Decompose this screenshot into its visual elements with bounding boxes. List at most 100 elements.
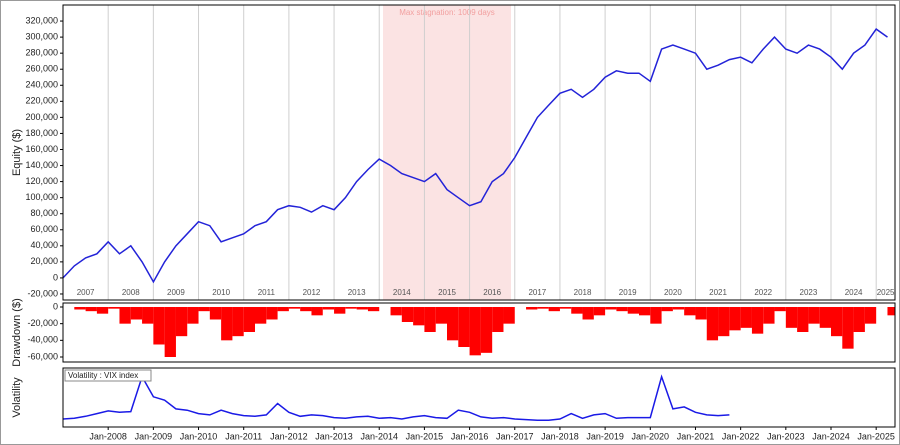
drawdown-bar xyxy=(108,307,120,309)
drawdown-bar xyxy=(96,307,109,314)
x-tick-label: Jan-2016 xyxy=(451,431,489,441)
panel-frame xyxy=(62,302,896,363)
drawdown-bar xyxy=(198,307,210,312)
y-tick-label: 140,000 xyxy=(25,160,58,170)
y-tick-label: 120,000 xyxy=(25,176,58,186)
x-tick-label: 2009 xyxy=(167,288,185,297)
drawdown-bar xyxy=(221,307,233,341)
drawdown-bar xyxy=(142,307,154,324)
x-tick-label: 2012 xyxy=(303,288,321,297)
drawdown-bar xyxy=(311,307,323,316)
drawdown-bar xyxy=(650,307,662,324)
x-tick-label: Jan-2013 xyxy=(315,431,353,441)
x-tick-label: 2018 xyxy=(574,288,592,297)
x-tick-label: 2024 xyxy=(845,288,863,297)
drawdown-bar xyxy=(797,307,809,332)
x-tick-label: Jan-2010 xyxy=(180,431,218,441)
drawdown-bar xyxy=(684,307,696,316)
stagnation-label: Max stagnation: 1009 days xyxy=(399,8,495,17)
drawdown-bar xyxy=(74,307,86,310)
x-tick-label: Jan-2018 xyxy=(541,431,579,441)
y-tick-label: 80,000 xyxy=(30,208,58,218)
drawdown-bar xyxy=(175,307,188,337)
drawdown-bar xyxy=(763,307,775,324)
x-tick-label: 2008 xyxy=(122,288,140,297)
legend-box xyxy=(64,369,152,382)
drawdown-bar xyxy=(571,307,583,314)
x-tick-label: Jan-2025 xyxy=(857,431,895,441)
x-tick-label: 2011 xyxy=(258,288,276,297)
drawdown-bar xyxy=(616,307,628,312)
drawdown-bar xyxy=(842,307,854,349)
drawdown-bar xyxy=(672,307,685,310)
drawdown-bar xyxy=(593,307,606,316)
drawdown-bar xyxy=(277,307,289,312)
y-tick-label: 100,000 xyxy=(25,192,58,202)
drawdown-bar xyxy=(300,307,312,312)
drawdown-bar xyxy=(153,307,165,345)
drawdown-bar xyxy=(209,307,222,320)
x-tick-label: 2015 xyxy=(438,288,456,297)
drawdown-bar xyxy=(526,307,538,310)
y-tick-label: 20,000 xyxy=(30,256,58,266)
x-tick-label: 2025 xyxy=(877,288,895,297)
drawdown-bar xyxy=(774,307,786,312)
y-tick-label: 300,000 xyxy=(25,31,58,41)
x-tick-label: 2007 xyxy=(77,288,95,297)
drawdown-bar xyxy=(367,307,380,312)
y-tick-label: -60,000 xyxy=(27,351,58,361)
y-axis-label: Equity ($) xyxy=(11,129,23,176)
y-tick-label: 40,000 xyxy=(30,240,58,250)
drawdown-bar xyxy=(447,307,459,341)
drawdown-bar xyxy=(627,307,639,314)
panel-background xyxy=(63,368,895,427)
drawdown-bar xyxy=(729,307,741,331)
x-tick-label: 2013 xyxy=(348,288,366,297)
drawdown-bar xyxy=(785,307,798,328)
drawdown-bar xyxy=(706,307,719,341)
line-series xyxy=(62,374,730,422)
x-tick-label: 2021 xyxy=(709,288,727,297)
drawdown-bar xyxy=(130,307,143,320)
y-tick-label: 320,000 xyxy=(25,15,58,25)
drawdown-bar xyxy=(356,307,368,310)
y-axis-label: Drawdown ($) xyxy=(11,298,23,366)
drawdown-bar xyxy=(492,307,504,332)
panel-frame xyxy=(62,4,896,301)
x-tick-label: Jan-2015 xyxy=(406,431,444,441)
x-tick-label: 2019 xyxy=(619,288,637,297)
drawdown-bar xyxy=(887,307,895,316)
y-axis-label: Volatility xyxy=(11,377,23,418)
drawdown-bar xyxy=(480,307,493,353)
drawdown-bar xyxy=(345,307,357,309)
drawdown-bar xyxy=(503,307,515,324)
x-tick-label: Jan-2009 xyxy=(135,431,173,441)
y-tick-label: 180,000 xyxy=(25,128,58,138)
drawdown-bar xyxy=(266,307,278,320)
x-tick-label: Jan-2023 xyxy=(767,431,805,441)
drawdown-bar xyxy=(469,307,481,356)
drawdown-bar xyxy=(334,307,346,314)
x-tick-label: Jan-2024 xyxy=(812,431,850,441)
drawdown-bar xyxy=(831,307,843,337)
drawdown-bar xyxy=(255,307,267,324)
x-tick-label: Jan-2020 xyxy=(632,431,670,441)
drawdown-bar xyxy=(718,307,730,337)
x-tick-label: 2017 xyxy=(528,288,546,297)
x-tick-label: Jan-2014 xyxy=(360,431,398,441)
y-tick-label: 60,000 xyxy=(30,224,58,234)
drawdown-bar xyxy=(808,307,820,324)
x-tick-label: Jan-2011 xyxy=(225,431,262,441)
drawdown-bar xyxy=(390,307,402,316)
drawdown-bar xyxy=(853,307,865,332)
x-tick-label: 2022 xyxy=(754,288,772,297)
x-tick-label: Jan-2012 xyxy=(270,431,308,441)
drawdown-bar xyxy=(639,307,651,316)
drawdown-bar xyxy=(164,307,176,357)
drawdown-bar xyxy=(85,307,97,312)
drawdown-bar xyxy=(605,307,617,310)
drawdown-bar xyxy=(548,307,560,312)
x-tick-label: 2020 xyxy=(664,288,682,297)
legend-text: Volatility : VIX index xyxy=(68,371,138,380)
